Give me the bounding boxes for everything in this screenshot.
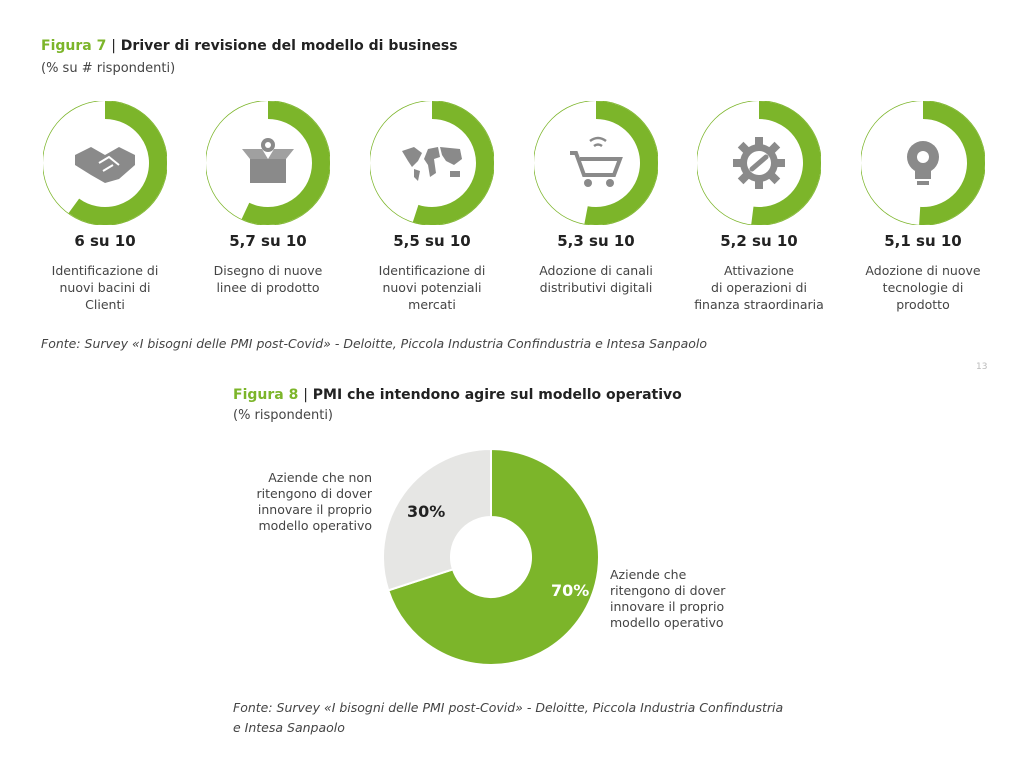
gauge-label-3: Identificazione di nuovi potenziali merc… [378,263,486,312]
handshake-fingers [98,155,120,172]
gauge-arc [919,101,985,225]
slice-label-yes: Aziende che ritengono di dover innovare … [610,567,726,630]
gauge-arc [241,101,330,225]
gauge-donut-4 [534,101,658,225]
gauge-outline [534,101,658,225]
figure7-title: Figura 7 | Driver di revisione del model… [41,38,458,54]
gauge-arc [751,101,821,225]
slice-value-70: 70% [551,581,590,600]
figure8-source-line1: Fonte: Survey «I bisogni delle PMI post-… [233,700,784,715]
figure7-subtitle: (% su # rispondenti) [41,61,176,76]
gear-chain-icon [733,137,785,189]
gauge-donut-5 [697,101,821,225]
figure8-source: Fonte: Survey «I bisogni delle PMI post-… [233,698,783,738]
figure8-title-text: PMI che intendono agire sul modello oper… [312,387,682,403]
gauge-arc [68,101,167,225]
page-number: 13 [976,362,988,372]
gear-chain-link [749,154,769,172]
gauge-value-5: 5,2 su 10 [720,232,798,250]
figure7-source: Fonte: Survey «I bisogni delle PMI post-… [41,336,707,351]
donut-slice-70 [387,447,600,666]
bulb-base [917,181,929,185]
figure7-number: Figura 7 [41,38,107,54]
lightbulb-gear-icon [907,141,939,185]
figure8-separator: | [303,387,308,403]
gauge-arc [584,101,658,225]
gauge-donut-2 [206,101,330,225]
gauge-arc [412,101,494,225]
gear-tooth [755,179,763,189]
bulb-neck [915,171,931,179]
map-asia [440,147,462,165]
bulb-gear-hole [917,151,929,163]
gauge-value-6: 5,1 su 10 [884,232,962,250]
figure8-donut-chart [382,447,600,666]
map-africa-europe [424,147,440,177]
gauge-label-1: Identificazione di nuovi bacini di Clien… [51,263,159,312]
figure7-separator: | [111,38,116,54]
shopping-cart-icon [570,136,623,187]
gauge-value-3: 5,5 su 10 [393,232,471,250]
cart-frame [570,151,623,177]
map-americas-north [402,147,422,167]
figure8-subtitle: (% rispondenti) [233,408,334,423]
cart-wifi [589,136,607,148]
donut-slice-30 [382,447,492,592]
map-oceania [450,171,460,177]
gauge-label-5: Attivazione di operazioni di finanza str… [694,263,824,312]
figure7-title-text: Driver di revisione del modello di busin… [120,38,458,54]
gauge-value-1: 6 su 10 [74,232,136,250]
map-americas-south [414,169,420,181]
figure8-source-line2: e Intesa Sanpaolo [233,720,345,735]
slice-label-no: Aziende che non ritengono di dover innov… [256,470,372,533]
slice-value-30: 30% [407,502,446,521]
handshake-icon [75,147,135,183]
handshake-shape [75,147,135,183]
world-map-icon [402,147,462,181]
box-flaps [242,149,294,159]
gauge-label-6: Adozione di nuove tecnologie di prodotto [865,263,981,312]
figure8-number: Figura 8 [233,387,299,403]
gear-tooth [755,137,763,147]
box-body [250,159,286,183]
figure8-title: Figura 8 | PMI che intendono agire sul m… [233,387,682,403]
cart-wheel-right [606,179,614,187]
gauge-value-4: 5,3 su 10 [557,232,635,250]
gauge-donut-6 [861,101,985,225]
box-icon [242,138,294,183]
box-gear-hole [265,142,271,148]
cart-wheel-left [584,179,592,187]
gauge-label-2: Disegno di nuove linee di prodotto [213,263,323,295]
gauge-label-4: Adozione di canali distributivi digitali [539,263,653,295]
gauge-donut-1 [43,101,167,225]
gauge-value-2: 5,7 su 10 [229,232,307,250]
gauge-donut-3 [370,101,494,225]
